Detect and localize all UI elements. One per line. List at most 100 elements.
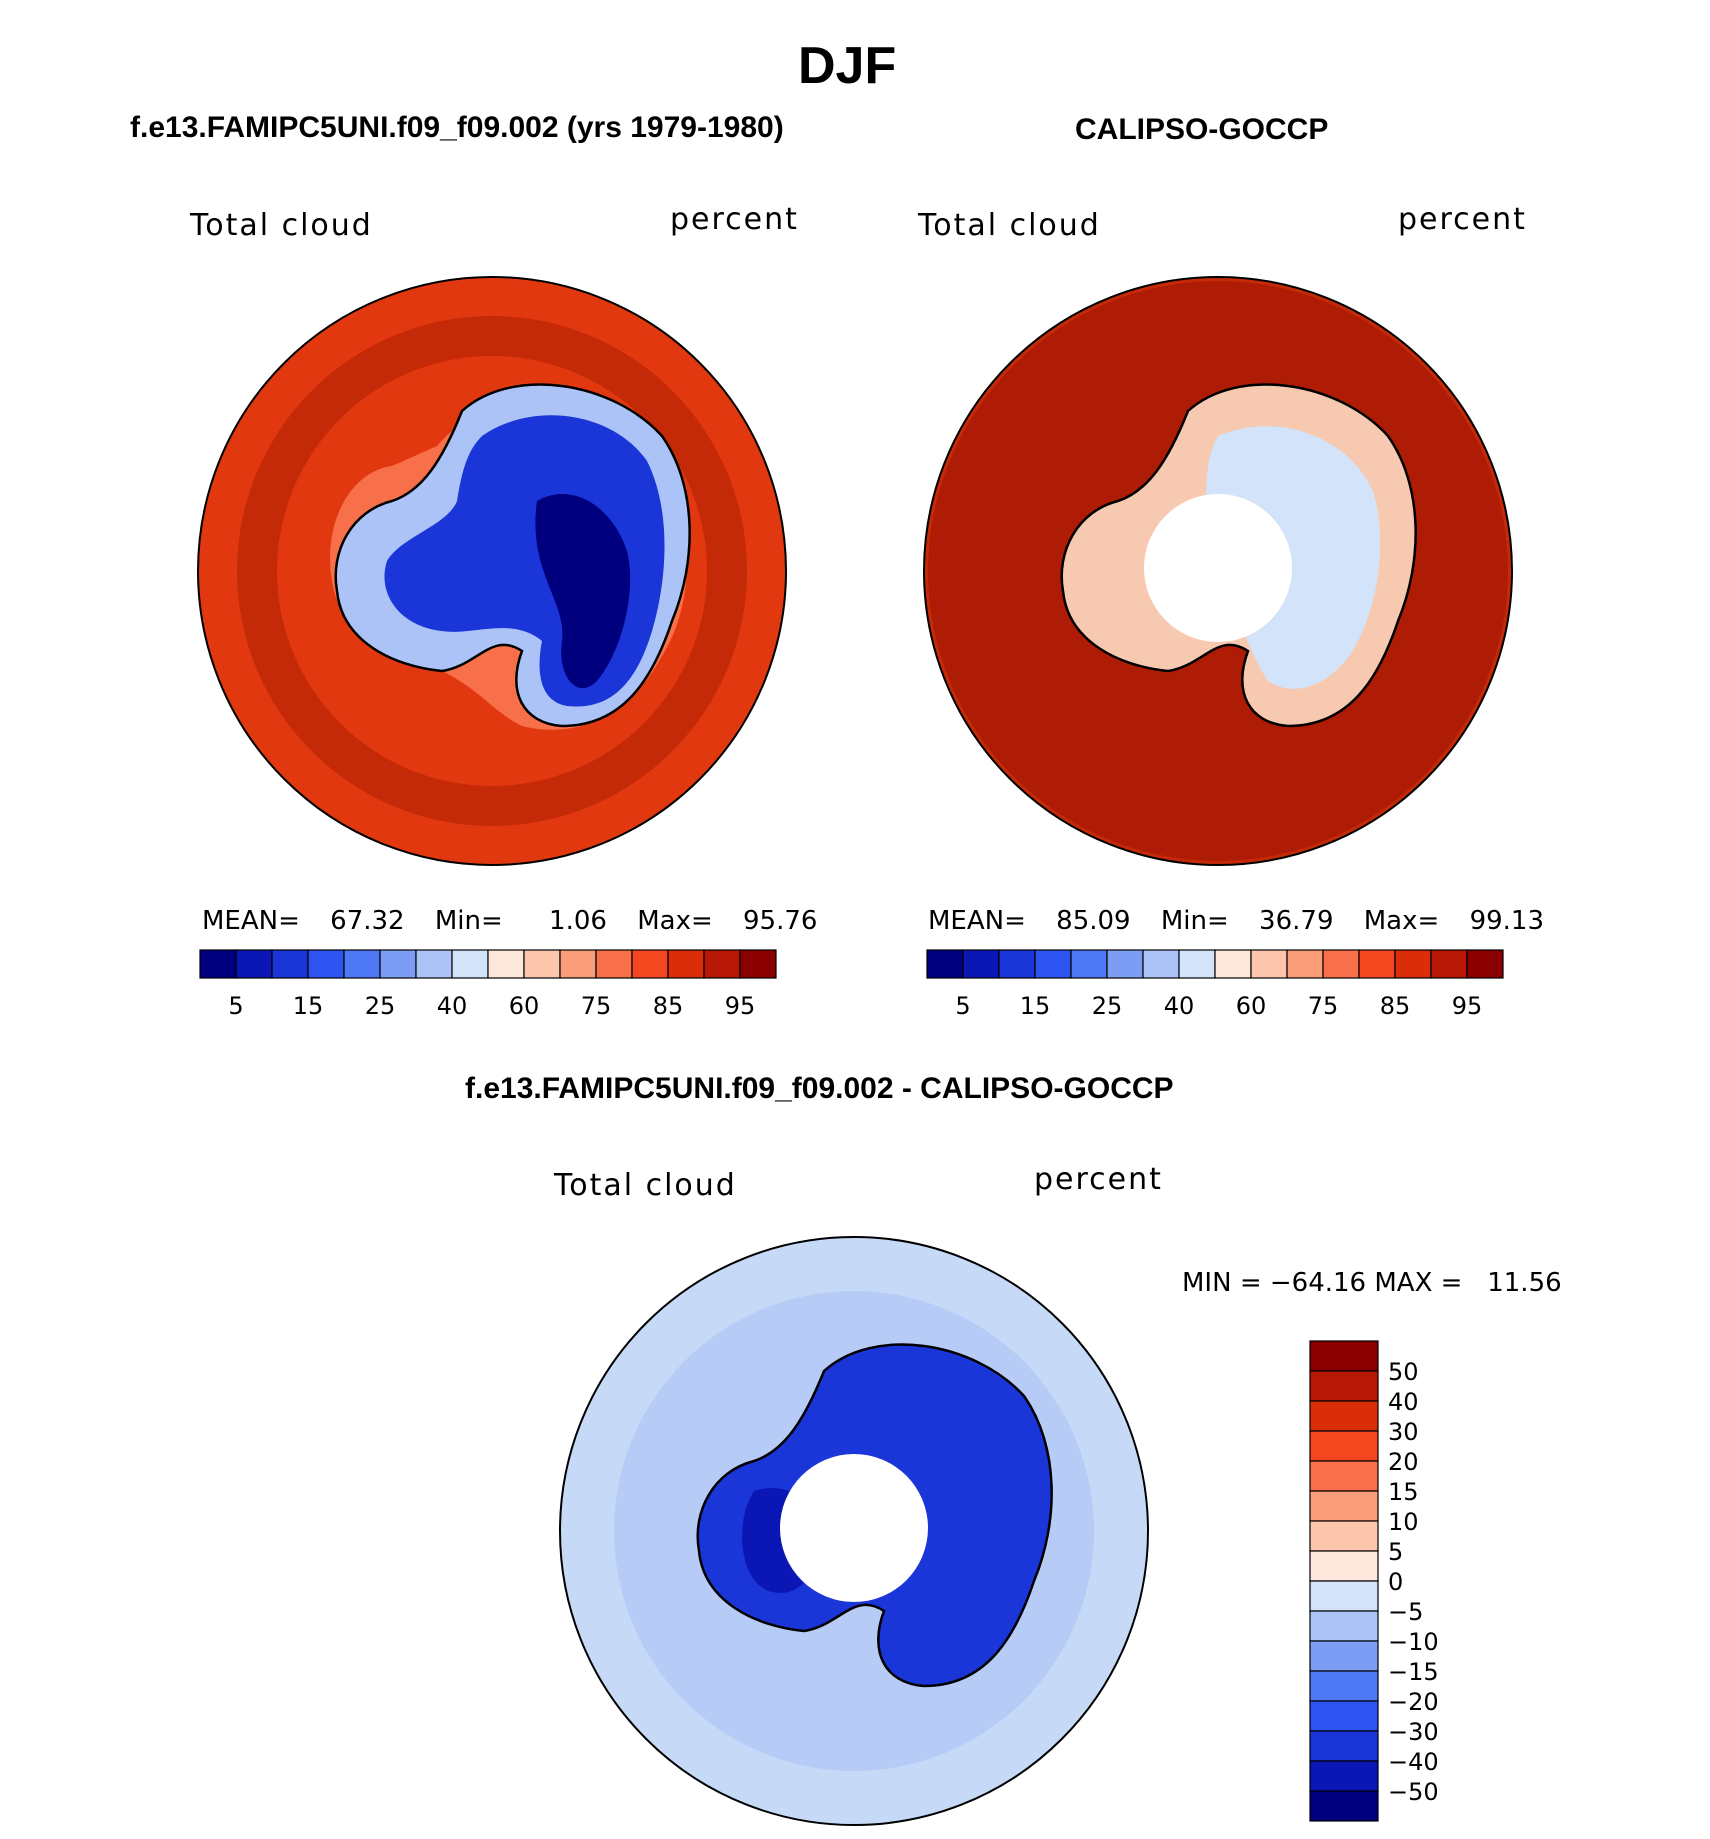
obs-colorbar-box <box>1178 949 1216 979</box>
model-min-value: 1.06 <box>549 906 607 936</box>
model-variable-label: Total cloud <box>190 208 373 243</box>
diff-colorbar-tick-label: −50 <box>1388 1778 1439 1806</box>
diff-variable-label: Total cloud <box>554 1168 737 1203</box>
obs-mean-label: MEAN= <box>928 906 1026 936</box>
model-units-label: percent <box>670 202 799 237</box>
obs-colorbar-tick-label: 5 <box>955 992 970 1020</box>
diff-missing-data-hole <box>780 1454 928 1602</box>
obs-colorbar-box <box>1430 949 1468 979</box>
obs-colorbar-box <box>1034 949 1072 979</box>
obs-colorbar-tick-label: 95 <box>1452 992 1483 1020</box>
obs-coastline <box>1060 383 1417 728</box>
obs-mean-value: 85.09 <box>1056 906 1131 936</box>
model-colorbar-box <box>415 949 453 979</box>
diff-colorbar-tick-label: 5 <box>1388 1538 1403 1566</box>
obs-units-label: percent <box>1398 202 1527 237</box>
model-colorbar-box <box>631 949 669 979</box>
model-colorbar-tick-label: 25 <box>365 992 396 1020</box>
obs-colorbar-box <box>1466 949 1504 979</box>
obs-colorbar-tick-label: 85 <box>1380 992 1411 1020</box>
obs-colorbar-tick-label: 75 <box>1308 992 1339 1020</box>
model-colorbar-tick-label: 15 <box>293 992 324 1020</box>
model-stats: MEAN= 67.32 Min= 1.06 Max= 95.76 <box>202 906 817 936</box>
diff-colorbar-box <box>1309 1400 1379 1432</box>
obs-colorbar-box <box>1214 949 1252 979</box>
model-colorbar-box <box>199 949 237 979</box>
obs-colorbar-box <box>962 949 1000 979</box>
model-colorbar-tick-label: 40 <box>437 992 468 1020</box>
obs-stats: MEAN= 85.09 Min= 36.79 Max= 99.13 <box>928 906 1544 936</box>
diff-colorbar-tick-label: −10 <box>1388 1628 1439 1656</box>
diff-colorbar-box <box>1309 1520 1379 1552</box>
diff-minmax: MIN = −64.16 MAX = 11.56 <box>1182 1268 1562 1298</box>
diff-colorbar-box <box>1309 1340 1379 1372</box>
obs-max-label: Max= <box>1363 906 1440 936</box>
diff-colorbar-tick-label: 10 <box>1388 1508 1419 1536</box>
diff-colorbar-tick-label: −40 <box>1388 1748 1439 1776</box>
model-colorbar-box <box>739 949 777 979</box>
diff-colorbar-tick-label: −15 <box>1388 1658 1439 1686</box>
obs-case-title: CALIPSO-GOCCP <box>1075 113 1329 146</box>
obs-colorbar-tick-label: 40 <box>1164 992 1195 1020</box>
obs-polar-map <box>923 276 1513 866</box>
diff-colorbar-tick-label: 50 <box>1388 1358 1419 1386</box>
model-colorbar-box <box>451 949 489 979</box>
model-colorbar-box <box>667 949 705 979</box>
diff-colorbar-tick-label: 30 <box>1388 1418 1419 1446</box>
model-colorbar-tick-label: 95 <box>725 992 756 1020</box>
obs-min-label: Min= <box>1160 906 1229 936</box>
obs-colorbar-box <box>1250 949 1288 979</box>
obs-colorbar-box <box>1106 949 1144 979</box>
obs-missing-data-hole <box>1144 494 1292 642</box>
diff-polar-map <box>559 1236 1149 1826</box>
diff-case-title: f.e13.FAMIPC5UNI.f09_f09.002 - CALIPSO-G… <box>465 1072 1174 1105</box>
diff-colorbar-tick-label: −5 <box>1388 1598 1423 1626</box>
obs-min-value: 36.79 <box>1259 906 1334 936</box>
season-title: DJF <box>798 37 897 95</box>
obs-colorbar-box <box>1358 949 1396 979</box>
diff-colorbar-tick-label: 40 <box>1388 1388 1419 1416</box>
diff-colorbar-box <box>1309 1760 1379 1792</box>
model-colorbar-box <box>343 949 381 979</box>
model-colorbar-box <box>559 949 597 979</box>
model-min-label: Min= <box>434 906 503 936</box>
diff-colorbar-box <box>1309 1490 1379 1522</box>
model-antarctica-deep <box>535 494 631 689</box>
obs-colorbar-tick-label: 15 <box>1020 992 1051 1020</box>
diff-colorbar-box <box>1309 1670 1379 1702</box>
obs-colorbar-box <box>998 949 1036 979</box>
model-coastline <box>334 383 691 728</box>
diff-colorbar-box <box>1309 1370 1379 1402</box>
model-mean-label: MEAN= <box>202 906 300 936</box>
obs-colorbar-box <box>1286 949 1324 979</box>
model-colorbar-box <box>703 949 741 979</box>
model-colorbar-box <box>271 949 309 979</box>
diff-colorbar-box <box>1309 1730 1379 1762</box>
obs-colorbar-box <box>1394 949 1432 979</box>
diff-colorbar-box <box>1309 1700 1379 1732</box>
obs-colorbar-box <box>926 949 964 979</box>
model-polar-map <box>197 276 787 866</box>
model-colorbar-box <box>487 949 525 979</box>
model-colorbar-tick-label: 60 <box>509 992 540 1020</box>
model-colorbar-box <box>379 949 417 979</box>
diff-colorbar-box <box>1309 1640 1379 1672</box>
diff-colorbar-box <box>1309 1460 1379 1492</box>
obs-colorbar-tick-label: 60 <box>1236 992 1267 1020</box>
obs-max-value: 99.13 <box>1469 906 1544 936</box>
obs-variable-label: Total cloud <box>918 208 1101 243</box>
diff-colorbar-tick-label: 0 <box>1388 1568 1403 1596</box>
model-colorbar: 5 15 25 40 60 75 85 95 <box>199 949 777 1020</box>
diff-coastline <box>696 1343 1053 1688</box>
diff-units-label: percent <box>1034 1162 1163 1197</box>
obs-colorbar-box <box>1322 949 1360 979</box>
model-colorbar-box <box>595 949 633 979</box>
model-max-label: Max= <box>637 906 713 936</box>
diff-colorbar-box <box>1309 1550 1379 1582</box>
model-colorbar-box <box>523 949 561 979</box>
diff-colorbar-box <box>1309 1580 1379 1612</box>
diff-colorbar-box <box>1309 1430 1379 1462</box>
model-colorbar-tick-label: 85 <box>653 992 684 1020</box>
model-colorbar-box <box>307 949 345 979</box>
